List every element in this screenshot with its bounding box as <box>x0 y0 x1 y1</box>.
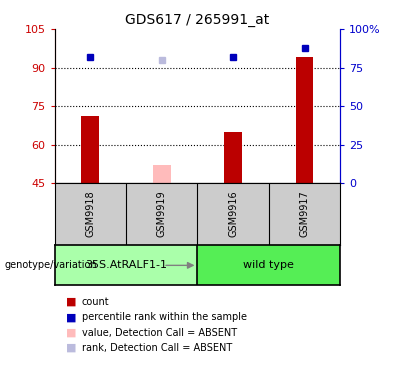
Bar <box>81 116 99 183</box>
Text: GSM9916: GSM9916 <box>228 191 238 238</box>
Text: GSM9919: GSM9919 <box>157 191 167 238</box>
Text: ■: ■ <box>66 312 77 322</box>
Text: ■: ■ <box>66 297 77 307</box>
Bar <box>224 132 242 183</box>
Bar <box>296 57 313 183</box>
Text: count: count <box>82 297 110 307</box>
FancyBboxPatch shape <box>197 245 340 285</box>
Text: GSM9917: GSM9917 <box>299 191 310 238</box>
Text: value, Detection Call = ABSENT: value, Detection Call = ABSENT <box>82 328 237 338</box>
Text: 35S.AtRALF1-1: 35S.AtRALF1-1 <box>85 260 167 270</box>
Text: rank, Detection Call = ABSENT: rank, Detection Call = ABSENT <box>82 343 232 353</box>
Text: wild type: wild type <box>243 260 294 270</box>
Text: GSM9918: GSM9918 <box>85 191 95 238</box>
Text: ■: ■ <box>66 328 77 338</box>
Text: genotype/variation: genotype/variation <box>4 260 97 270</box>
Text: ■: ■ <box>66 343 77 353</box>
Bar <box>153 165 171 183</box>
Text: percentile rank within the sample: percentile rank within the sample <box>82 312 247 322</box>
Title: GDS617 / 265991_at: GDS617 / 265991_at <box>125 13 270 27</box>
